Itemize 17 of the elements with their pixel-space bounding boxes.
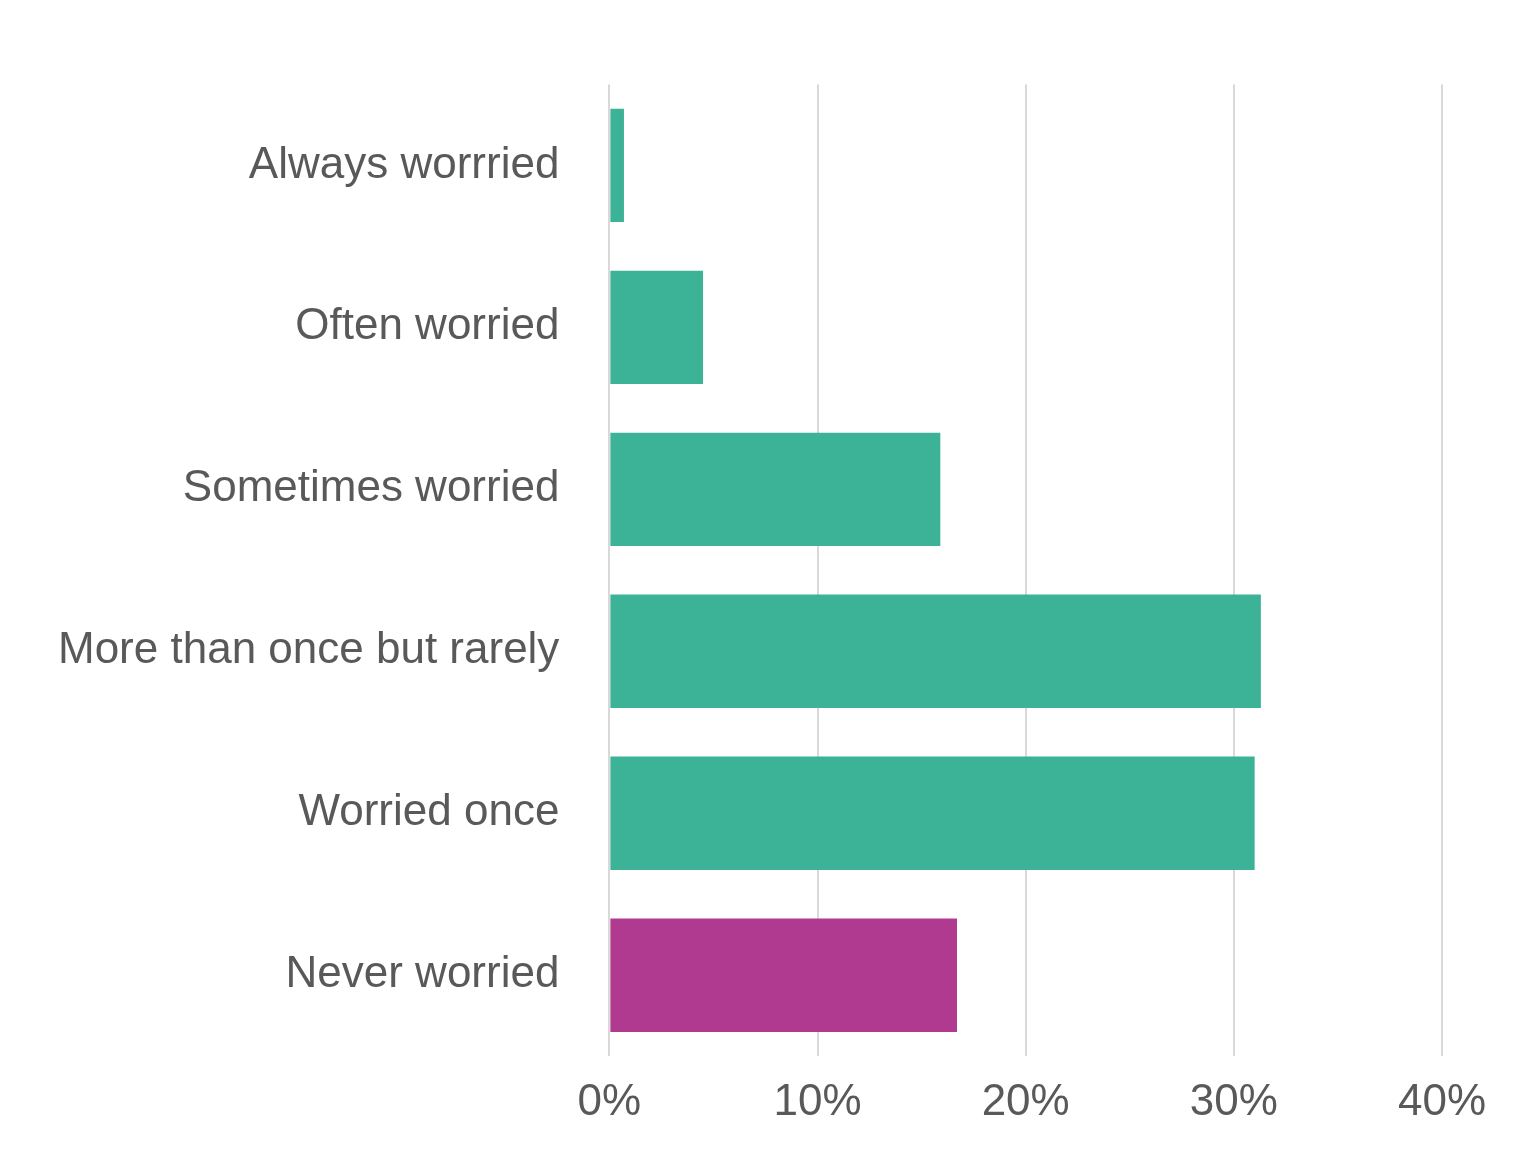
- bar: [610, 270, 704, 385]
- x-tick-label: 10%: [773, 1074, 862, 1124]
- bar: [610, 432, 941, 547]
- x-tick-label: 40%: [1397, 1074, 1487, 1124]
- y-tick-label: Worried once: [298, 785, 560, 835]
- bar: [610, 108, 624, 223]
- bar: [610, 756, 1255, 870]
- x-tick-label: 20%: [981, 1074, 1070, 1124]
- y-tick-label: Always worrried: [248, 137, 560, 187]
- y-tick-label: Often worried: [295, 299, 560, 349]
- y-tick-label: Never worried: [285, 947, 560, 997]
- y-tick-label: Sometimes worried: [182, 461, 560, 511]
- x-tick-label: 0%: [577, 1074, 642, 1124]
- x-tick-label: 30%: [1189, 1074, 1278, 1124]
- bar: [610, 918, 957, 1032]
- y-tick-label: More than once but rarely: [57, 623, 560, 673]
- bar: [610, 594, 1261, 708]
